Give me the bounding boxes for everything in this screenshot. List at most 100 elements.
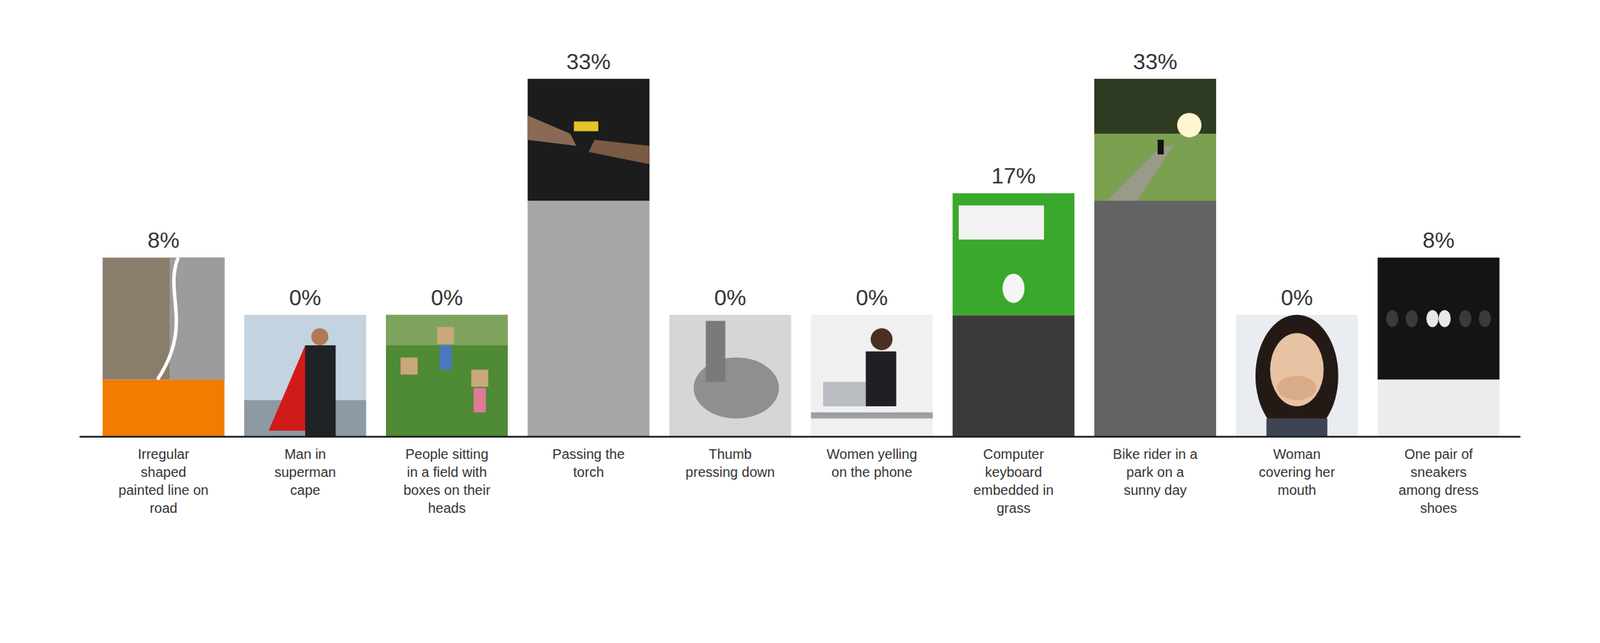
tick: Women yellingon the phone: [826, 446, 918, 480]
photo-detail: [1438, 309, 1452, 328]
photo-detail: [1270, 332, 1324, 407]
background: [0, 0, 1600, 643]
tick-label-line: Bike rider in a: [1113, 446, 1199, 462]
photo-detail: [439, 345, 452, 370]
photo-detail: [437, 326, 455, 344]
photo-detail: [1426, 309, 1439, 328]
photo-content: [1377, 257, 1500, 380]
photo: [810, 314, 933, 437]
tick-label-line: grass: [996, 500, 1031, 516]
tick-label-line: Irregular: [137, 446, 190, 462]
photo-content: [527, 78, 650, 201]
chart-container: 8%0%0%33%0%0%17%33%0%8%Irregularshapedpa…: [0, 0, 1600, 643]
x-axis: Irregularshapedpainted line onroadMan in…: [79, 436, 1521, 516]
tick-label-line: shaped: [141, 464, 187, 480]
photos: [102, 78, 1500, 437]
tick: Womancovering hermouth: [1258, 446, 1336, 498]
tick-label-line: People sitting: [405, 446, 489, 462]
data-label: 0%: [430, 284, 463, 310]
data-label: 0%: [289, 284, 321, 310]
data-label: 0%: [713, 284, 746, 310]
tick-label-line: mouth: [1277, 482, 1317, 498]
photo-detail: [952, 192, 1075, 315]
tick: Thumbpressing down: [685, 446, 775, 480]
photo: [385, 314, 508, 437]
tick-label-line: Thumb: [708, 446, 752, 462]
photo-detail: [473, 388, 487, 413]
tick-label-line: park on a: [1126, 464, 1185, 480]
data-label: 0%: [855, 284, 888, 310]
tick: Irregular shaped painted line on road: [118, 446, 209, 516]
photo-detail: [244, 314, 366, 437]
photo-detail: [1277, 375, 1317, 400]
tick-label-line: in a field with: [406, 464, 487, 480]
photo-content: [244, 314, 366, 437]
photo-content: [810, 314, 933, 437]
tick-label-line: Women yelling: [826, 446, 918, 462]
tick-label-line: keyboard: [985, 464, 1042, 480]
photo-detail: [1002, 273, 1025, 303]
bars: [102, 200, 1500, 437]
photo-detail: [400, 357, 418, 375]
photo-detail: [1386, 309, 1399, 328]
photo-detail: [1459, 309, 1473, 328]
tick-label: Computer keyboard embedded in grass: [973, 446, 1054, 516]
baseline: [79, 435, 1521, 438]
photo: [527, 78, 650, 201]
tick-label-line: painted line on: [118, 482, 209, 498]
tick-label: One pair ofsneakersamong dressshoes: [1398, 446, 1479, 516]
tick-label-line: Computer: [982, 446, 1044, 462]
photo-content: [385, 314, 508, 437]
tick-label-line: cape: [290, 482, 321, 498]
photo-content: [669, 314, 792, 437]
tick-label-line: boxes on their: [403, 482, 491, 498]
photo-detail: [157, 257, 179, 380]
photo-detail: [1478, 309, 1492, 328]
tick-label-line: road: [149, 500, 178, 516]
photo-detail: [1266, 418, 1328, 437]
photo-detail: [705, 320, 725, 382]
photo: [952, 192, 1075, 315]
photo-detail: [870, 327, 894, 351]
tick: Man insupermancape: [274, 446, 337, 498]
photo-detail: [1377, 257, 1500, 380]
tick-label-line: superman: [274, 464, 337, 480]
tick-label-line: One pair of: [1404, 446, 1473, 462]
photo-detail: [1157, 139, 1165, 155]
tick: Passing thetorch: [552, 446, 626, 480]
photo-content: [1236, 314, 1358, 437]
tick-label-line: embedded in: [973, 482, 1054, 498]
tick-label: Man insupermancape: [274, 446, 337, 498]
tick-label: People sitting in a field with boxes on th…: [403, 446, 491, 516]
data-labels: 8%0%0%33%0%0%17%33%0%8%: [147, 49, 1455, 310]
tick: Computer keyboard embedded in grass: [973, 446, 1054, 516]
tick-label-line: torch: [573, 464, 604, 480]
tick-label-line: Woman: [1273, 446, 1322, 462]
photo-detail: [1255, 314, 1339, 437]
photo-detail: [527, 78, 650, 201]
photo-detail: [866, 351, 897, 407]
photo-detail: [102, 257, 225, 380]
bar: [952, 314, 1075, 437]
tick-label-line: sunny day: [1123, 482, 1187, 498]
photo-detail: [471, 369, 489, 387]
data-label: 33%: [566, 49, 611, 75]
photo-detail: [1094, 78, 1217, 201]
photo: [1377, 257, 1500, 380]
tick-label: Bike rider in a park on a sunny day: [1113, 446, 1199, 498]
photo-detail: [1177, 112, 1202, 137]
photo-detail: [574, 121, 599, 132]
photo: [1094, 78, 1217, 201]
photo-detail: [588, 139, 650, 164]
bar: [527, 200, 650, 437]
data-label: 0%: [1281, 284, 1313, 310]
data-label: 33%: [1133, 49, 1178, 75]
tick-label-line: among dress: [1398, 482, 1479, 498]
tick-label-line: sneakers: [1410, 464, 1467, 480]
data-label: 17%: [991, 163, 1036, 189]
photo-content: [1094, 78, 1217, 201]
data-label: 8%: [147, 227, 180, 253]
photo: [244, 314, 366, 437]
photo: [669, 314, 792, 437]
tick: Bike rider in a park on a sunny day: [1113, 446, 1199, 498]
